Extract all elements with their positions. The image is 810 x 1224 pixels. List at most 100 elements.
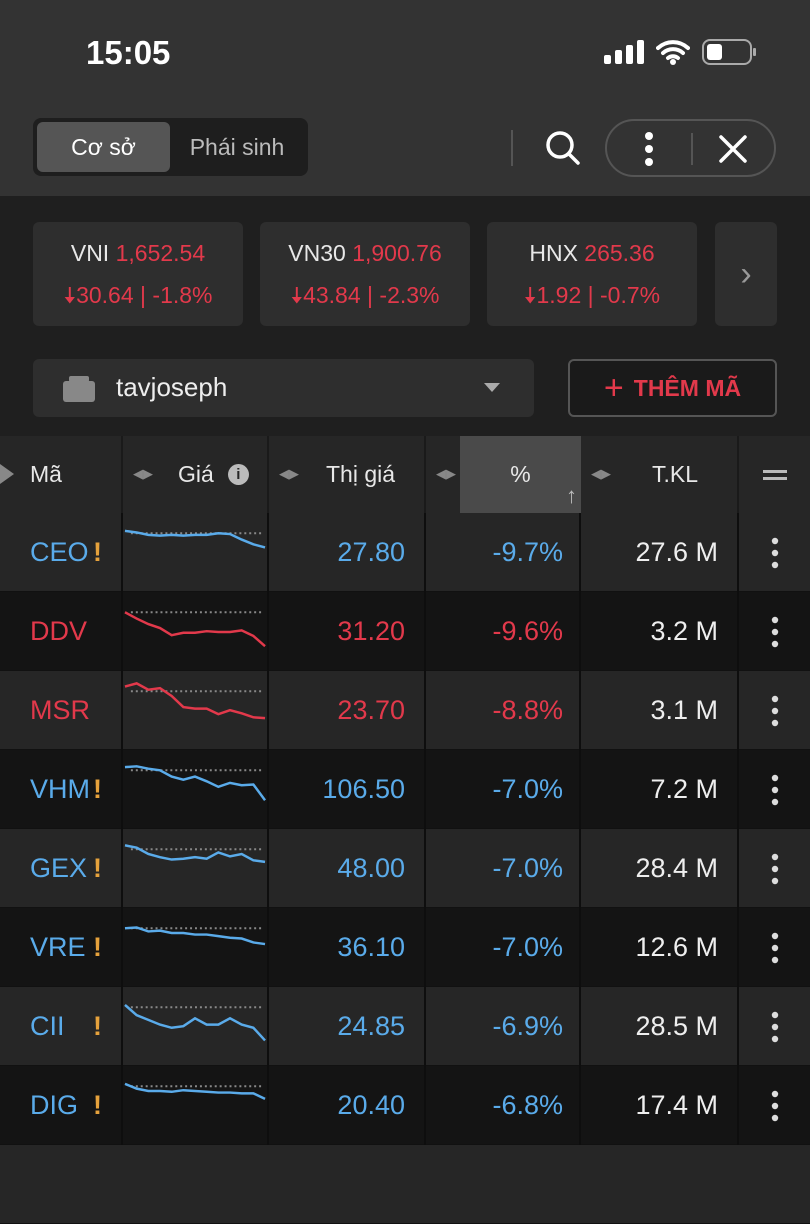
column-settings[interactable] <box>739 436 810 513</box>
sparkline-cell <box>123 750 269 829</box>
sparkline <box>124 765 267 801</box>
price-cell: 20.40 <box>269 1066 426 1145</box>
volume-cell: 3.2 M <box>581 592 739 671</box>
index-value: 1,900.76 <box>352 240 442 266</box>
sparkline-path <box>124 765 267 801</box>
warning-icon: ! <box>93 774 102 804</box>
row-more-icon[interactable] <box>739 513 810 592</box>
index-card-vn30[interactable]: VN30 1,900.76 🠇43.84 | -2.3% <box>260 222 470 326</box>
table-row-partial <box>0 1145 810 1224</box>
sparkline <box>124 926 266 946</box>
menu-icon <box>762 469 787 480</box>
symbol-cell[interactable]: CII! <box>0 987 123 1066</box>
row-more-icon[interactable] <box>739 829 810 908</box>
resize-icon[interactable]: ◀▶ <box>133 466 153 481</box>
index-card-hnx[interactable]: HNX 265.36 🠇1.92 | -0.7% <box>487 222 697 326</box>
index-value: 265.36 <box>584 240 655 266</box>
volume-cell: 3.1 M <box>581 671 739 750</box>
column-label: Thị giá <box>326 461 396 487</box>
sort-ascending-icon: ↑ <box>566 483 577 508</box>
sparkline-cell <box>123 908 269 987</box>
sparkline <box>124 529 266 549</box>
symbol: VHM <box>30 774 90 804</box>
symbol-cell[interactable]: MSR <box>0 671 123 750</box>
price-cell: 23.70 <box>269 671 426 750</box>
watchlist-select[interactable]: tavjoseph <box>33 359 534 417</box>
sparkline-path <box>124 611 266 648</box>
index-card-vni[interactable]: VNI 1,652.54 🠇30.64 | -1.8% <box>33 222 243 326</box>
percent-cell: -6.8% <box>426 1066 581 1145</box>
resize-icon[interactable]: ◀▶ <box>279 466 299 481</box>
column-header-price[interactable]: ◀▶ Giá i <box>123 436 269 513</box>
column-header-symbol[interactable]: Mã <box>0 436 123 513</box>
symbol-cell[interactable]: VHM! <box>0 750 123 829</box>
sparkline-cell <box>123 829 269 908</box>
window-controls <box>605 119 776 177</box>
sparkline-path <box>124 844 266 864</box>
symbol-cell[interactable]: DDV <box>0 592 123 671</box>
percent-cell: -7.0% <box>426 829 581 908</box>
column-header-percent[interactable]: ◀▶ % ↑ <box>426 436 581 513</box>
table-row[interactable]: DIG! 20.40 -6.8% 17.4 M <box>0 1066 810 1145</box>
volume-cell: 7.2 M <box>581 750 739 829</box>
table-row[interactable]: DDV 31.20 -9.6% 3.2 M <box>0 592 810 671</box>
volume-cell: 28.5 M <box>581 987 739 1066</box>
flag-icon <box>0 464 14 484</box>
index-change: 30.64 <box>76 282 134 308</box>
sparkline <box>124 1082 266 1101</box>
volume-cell: 28.4 M <box>581 829 739 908</box>
index-pct: -1.8% <box>152 282 213 308</box>
resize-icon[interactable]: ◀▶ <box>591 466 611 481</box>
column-label: % <box>510 461 531 487</box>
status-icons <box>604 38 758 66</box>
close-icon[interactable] <box>718 134 748 164</box>
row-more-icon[interactable] <box>739 750 810 829</box>
symbol: MSR <box>30 695 90 725</box>
row-more-icon[interactable] <box>739 592 810 671</box>
tab-phai-sinh[interactable]: Phái sinh <box>189 133 285 160</box>
row-more-icon[interactable] <box>739 671 810 750</box>
symbol-cell[interactable]: CEO! <box>0 513 123 592</box>
table-row[interactable]: CEO! 27.80 -9.7% 27.6 M <box>0 513 810 592</box>
sparkline-path <box>124 1003 266 1042</box>
column-header-market-price[interactable]: ◀▶ Thị giá <box>269 436 426 513</box>
sparkline-path <box>124 1082 266 1101</box>
table-row[interactable]: MSR 23.70 -8.8% 3.1 M <box>0 671 810 750</box>
warning-icon: ! <box>93 853 102 883</box>
plus-icon: + <box>603 368 624 407</box>
table-row[interactable]: VRE! 36.10 -7.0% 12.6 M <box>0 908 810 987</box>
symbol-cell[interactable]: VRE! <box>0 908 123 987</box>
column-label: T.KL <box>652 461 699 487</box>
row-more-icon[interactable] <box>739 908 810 987</box>
chevron-right-icon[interactable]: › <box>715 222 777 326</box>
chevron-down-icon <box>484 383 500 392</box>
column-label: Giá <box>178 461 214 487</box>
row-more-icon[interactable] <box>739 987 810 1066</box>
more-icon[interactable] <box>642 131 656 167</box>
info-icon[interactable]: i <box>227 464 249 485</box>
column-header-volume[interactable]: ◀▶ T.KL <box>581 436 739 513</box>
sparkline-path <box>124 926 266 946</box>
index-panel: VNI 1,652.54 🠇30.64 | -1.8% VN30 1,900.7… <box>0 196 810 436</box>
symbol-cell[interactable]: GEX! <box>0 829 123 908</box>
sparkline-path <box>124 682 266 720</box>
percent-cell: -9.7% <box>426 513 581 592</box>
signal-icon <box>604 40 644 64</box>
index-pct: -2.3% <box>379 282 440 308</box>
add-symbol-button[interactable]: + THÊM MÃ <box>568 359 777 417</box>
resize-icon[interactable]: ◀▶ <box>436 466 456 481</box>
status-time: 15:05 <box>86 34 171 71</box>
symbol-cell[interactable]: DIG! <box>0 1066 123 1145</box>
row-more-icon[interactable] <box>739 1066 810 1145</box>
table-row[interactable]: VHM! 106.50 -7.0% 7.2 M <box>0 750 810 829</box>
warning-icon: ! <box>93 1011 102 1041</box>
warning-icon: ! <box>93 537 102 567</box>
table-row[interactable]: GEX! 48.00 -7.0% 28.4 M <box>0 829 810 908</box>
tab-co-so[interactable]: Cơ sở <box>37 122 170 172</box>
percent-cell: -7.0% <box>426 908 581 987</box>
table-header: Mã ◀▶ Giá i ◀▶ Thị giá ◀▶ % ↑ ◀▶ T.KL <box>0 436 810 513</box>
table-row[interactable]: CII! 24.85 -6.9% 28.5 M <box>0 987 810 1066</box>
symbol: CEO <box>30 537 89 567</box>
sparkline <box>124 682 266 720</box>
search-icon[interactable] <box>543 128 583 168</box>
